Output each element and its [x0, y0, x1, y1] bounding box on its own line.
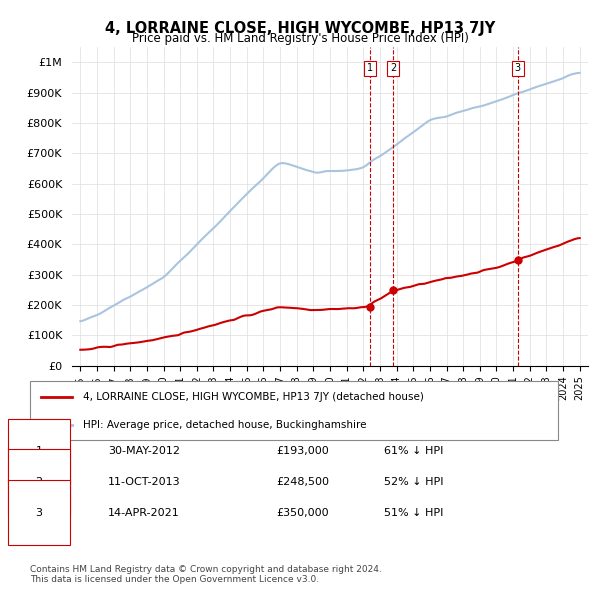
Text: 4, LORRAINE CLOSE, HIGH WYCOMBE, HP13 7JY: 4, LORRAINE CLOSE, HIGH WYCOMBE, HP13 7J… — [105, 21, 495, 35]
Text: 14-APR-2021: 14-APR-2021 — [108, 508, 180, 517]
Text: 61% ↓ HPI: 61% ↓ HPI — [384, 447, 443, 456]
Text: 3: 3 — [515, 64, 521, 73]
Text: 51% ↓ HPI: 51% ↓ HPI — [384, 508, 443, 517]
Text: £350,000: £350,000 — [276, 508, 329, 517]
Text: 2: 2 — [35, 477, 43, 487]
Text: 4, LORRAINE CLOSE, HIGH WYCOMBE, HP13 7JY (detached house): 4, LORRAINE CLOSE, HIGH WYCOMBE, HP13 7J… — [83, 392, 424, 402]
Text: 2: 2 — [390, 64, 396, 73]
Text: HPI: Average price, detached house, Buckinghamshire: HPI: Average price, detached house, Buck… — [83, 420, 366, 430]
Text: 3: 3 — [35, 508, 43, 517]
FancyBboxPatch shape — [30, 381, 558, 440]
Text: 52% ↓ HPI: 52% ↓ HPI — [384, 477, 443, 487]
Text: 11-OCT-2013: 11-OCT-2013 — [108, 477, 181, 487]
Text: Contains HM Land Registry data © Crown copyright and database right 2024.
This d: Contains HM Land Registry data © Crown c… — [30, 565, 382, 584]
Text: £248,500: £248,500 — [276, 477, 329, 487]
Text: 1: 1 — [35, 447, 43, 456]
Text: Price paid vs. HM Land Registry's House Price Index (HPI): Price paid vs. HM Land Registry's House … — [131, 32, 469, 45]
Text: £193,000: £193,000 — [276, 447, 329, 456]
Text: 30-MAY-2012: 30-MAY-2012 — [108, 447, 180, 456]
Text: 1: 1 — [367, 64, 373, 73]
